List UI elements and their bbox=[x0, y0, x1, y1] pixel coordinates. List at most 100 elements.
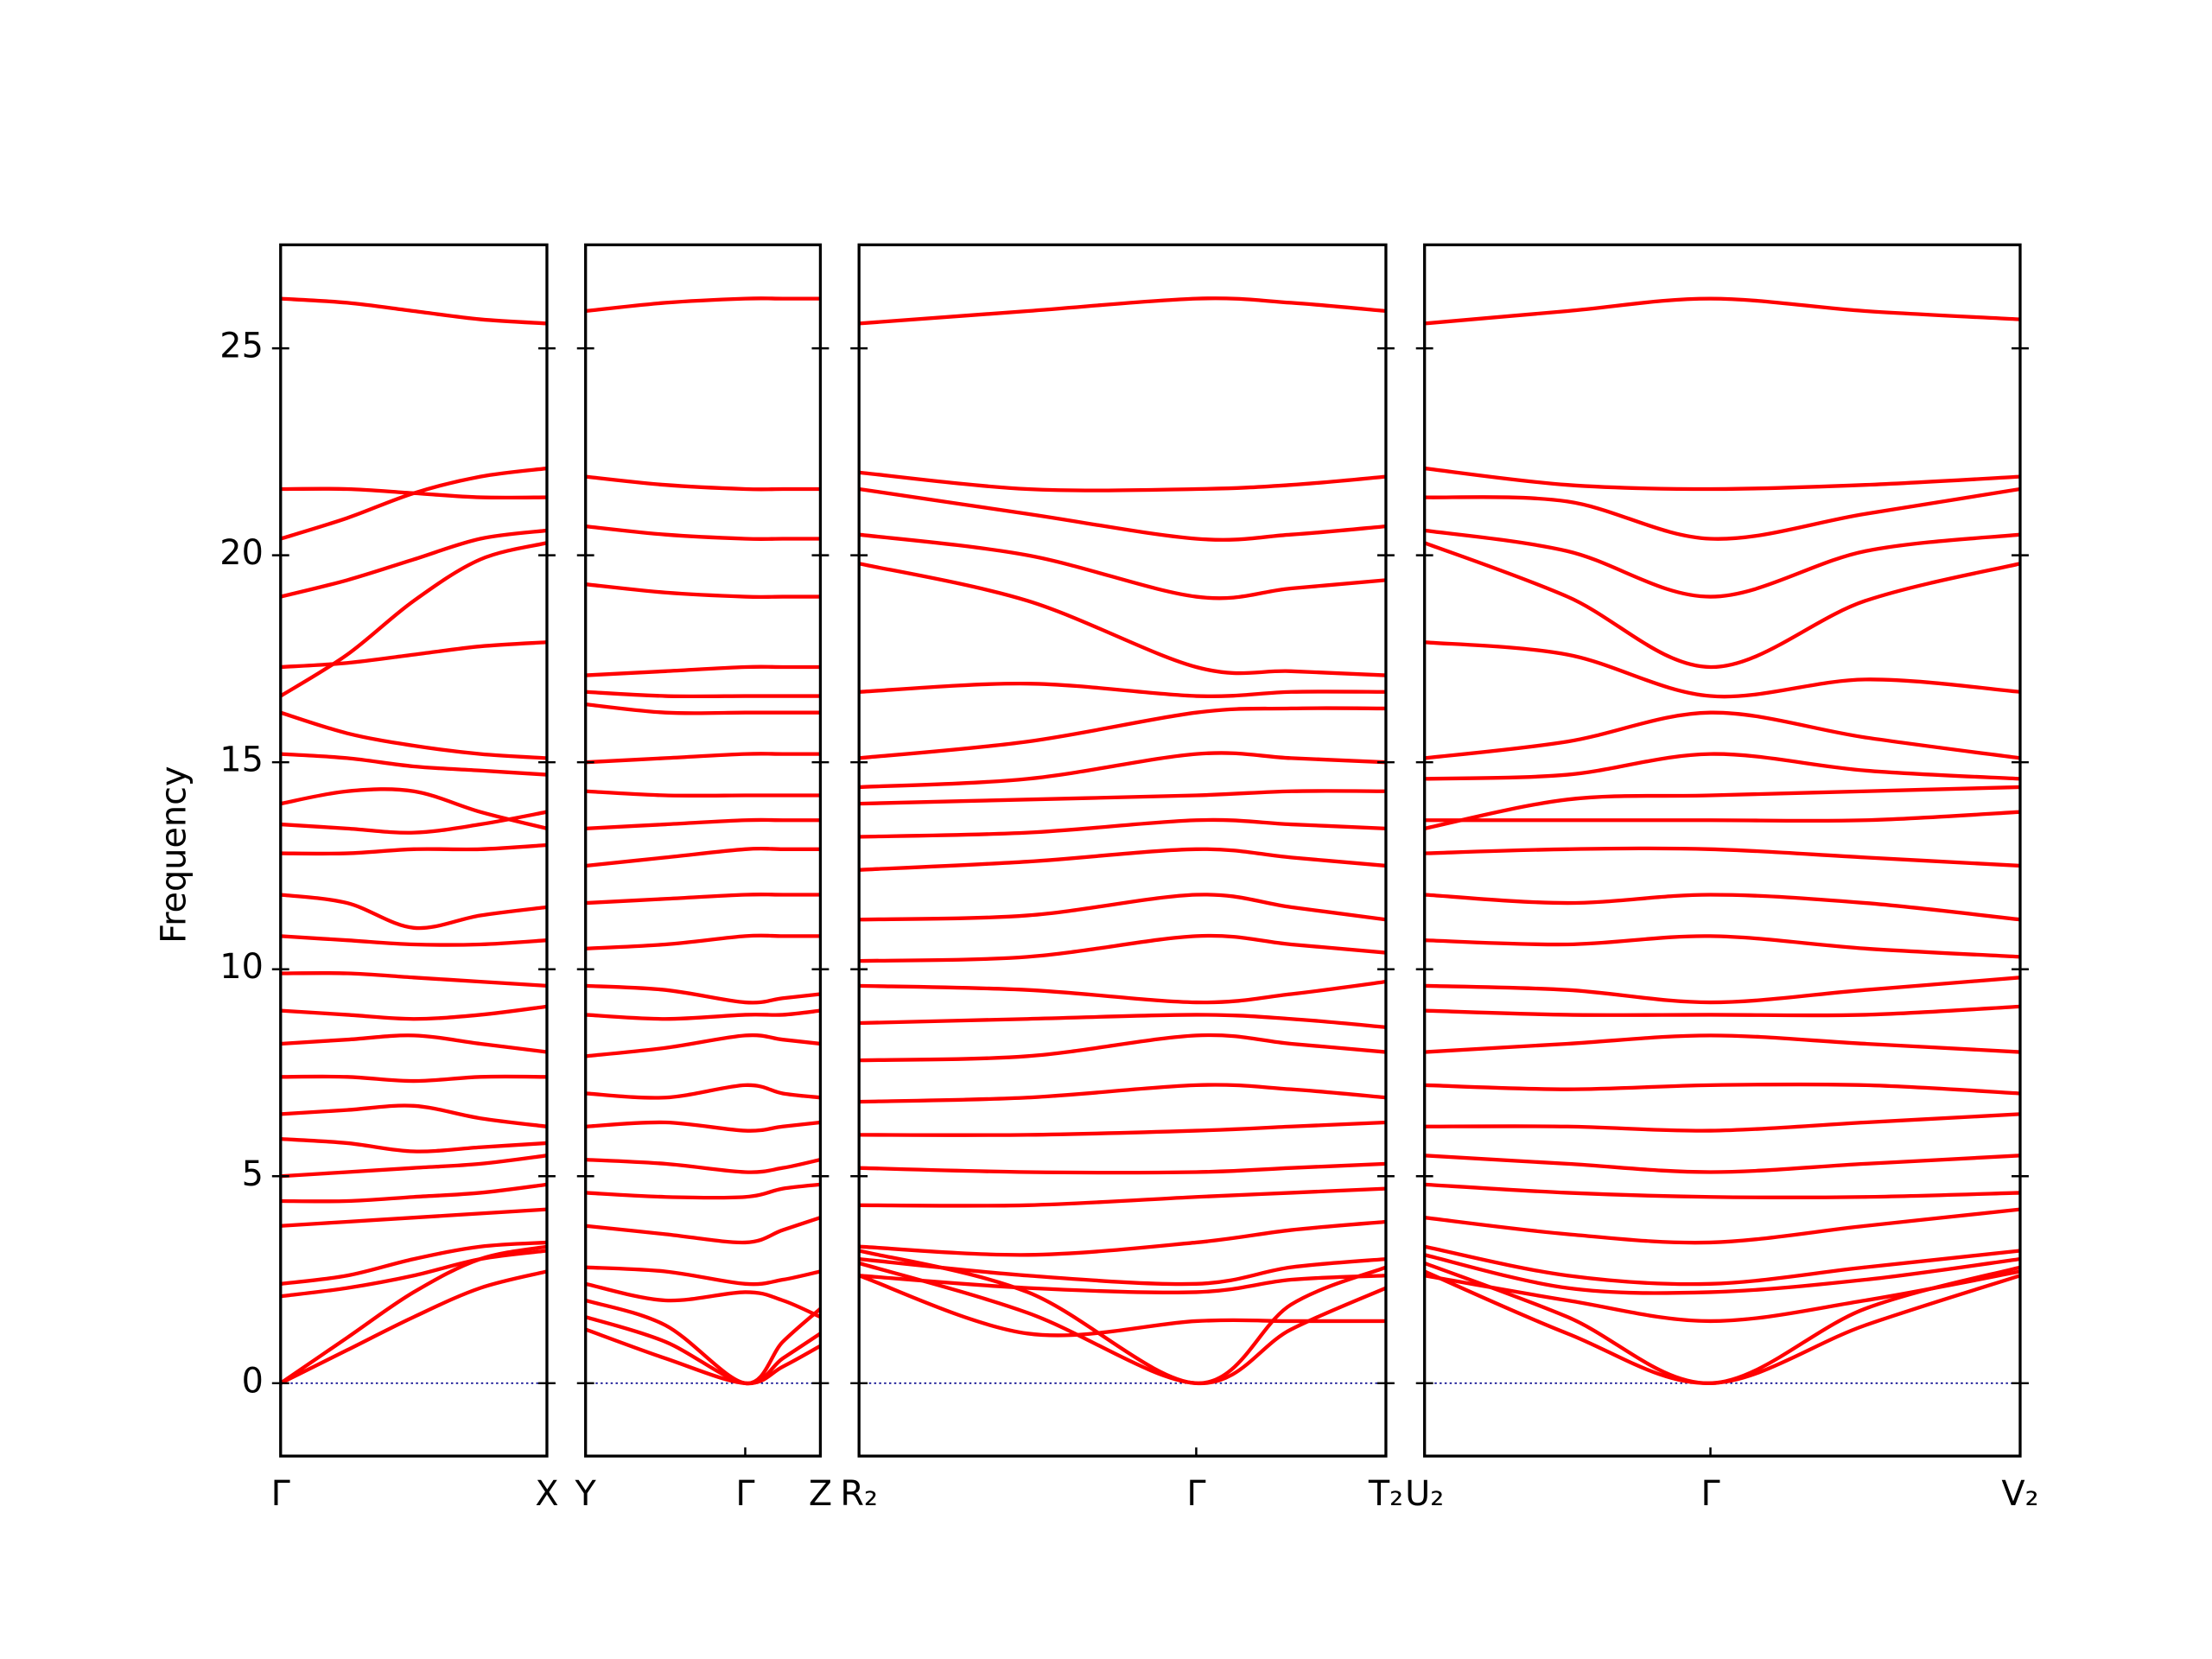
y-axis-label: Frequency bbox=[154, 766, 194, 944]
band-line bbox=[1424, 1269, 2020, 1324]
band-line bbox=[1424, 976, 2020, 1005]
band-line bbox=[859, 1274, 1386, 1294]
x-tick-label: U₂ bbox=[1405, 1474, 1444, 1514]
band-line bbox=[859, 847, 1386, 872]
band-line bbox=[1424, 486, 2020, 541]
x-tick-label: T₂ bbox=[1368, 1474, 1403, 1514]
band-line bbox=[585, 846, 821, 868]
band-line bbox=[1424, 1244, 2020, 1287]
band-line bbox=[859, 296, 1386, 326]
band-line bbox=[585, 933, 821, 950]
band-line bbox=[585, 817, 821, 830]
x-tick-label: V₂ bbox=[2001, 1474, 2038, 1514]
panel-frame bbox=[857, 243, 1388, 1458]
band-line bbox=[280, 1074, 547, 1084]
x-tick-label: Y bbox=[575, 1474, 597, 1514]
band-line bbox=[280, 934, 547, 947]
band-line bbox=[859, 979, 1386, 1005]
band-line bbox=[859, 681, 1386, 698]
band-line bbox=[280, 1269, 547, 1385]
panel bbox=[280, 296, 547, 1385]
band-line bbox=[859, 532, 1386, 601]
band-line bbox=[585, 524, 821, 541]
band-line bbox=[585, 1182, 821, 1200]
band-line bbox=[280, 971, 547, 988]
band-line bbox=[859, 933, 1386, 963]
band-line bbox=[1424, 710, 2020, 760]
band-line bbox=[859, 789, 1386, 806]
x-tick-label: Γ bbox=[271, 1474, 290, 1514]
band-line bbox=[859, 751, 1386, 790]
band-line bbox=[280, 541, 547, 698]
band-line bbox=[1424, 1004, 2020, 1018]
band-line bbox=[280, 1137, 547, 1154]
band-line bbox=[280, 528, 547, 599]
band-line bbox=[280, 466, 547, 541]
band-line bbox=[585, 752, 821, 765]
band-line bbox=[859, 1161, 1386, 1175]
band-line bbox=[859, 562, 1386, 677]
band-line bbox=[280, 1154, 547, 1179]
band-line bbox=[280, 1249, 547, 1299]
band-line bbox=[280, 842, 547, 856]
band-line bbox=[1424, 1154, 2020, 1174]
band-line bbox=[280, 893, 547, 931]
band-line bbox=[1424, 640, 2020, 699]
band-line bbox=[585, 702, 821, 715]
band-line bbox=[585, 1120, 821, 1133]
x-tick-label: Γ bbox=[1186, 1474, 1205, 1514]
band-line bbox=[585, 582, 821, 600]
band-line bbox=[585, 664, 821, 677]
band-line bbox=[280, 1244, 547, 1385]
band-line bbox=[1424, 810, 2020, 823]
band-line bbox=[585, 1033, 821, 1058]
x-tick-label: Γ bbox=[735, 1474, 754, 1514]
band-line bbox=[1424, 1207, 2020, 1245]
band-line bbox=[859, 893, 1386, 922]
band-line bbox=[859, 706, 1386, 760]
y-tick-label: 0 bbox=[242, 1361, 264, 1401]
band-line bbox=[585, 474, 821, 492]
band-line bbox=[585, 983, 821, 1005]
band-line bbox=[1424, 752, 2020, 781]
band-line bbox=[1424, 893, 2020, 922]
band-line bbox=[859, 486, 1386, 542]
band-line bbox=[585, 1281, 821, 1319]
band-line bbox=[280, 1207, 547, 1228]
x-tick-label: Z bbox=[809, 1474, 832, 1514]
band-line bbox=[280, 752, 547, 777]
band-line bbox=[280, 710, 547, 760]
band-line bbox=[859, 817, 1386, 839]
band-line bbox=[1424, 934, 2020, 959]
band-line bbox=[1424, 1112, 2020, 1133]
band-line bbox=[280, 810, 547, 835]
band-line bbox=[859, 1120, 1386, 1137]
band-line bbox=[585, 1157, 821, 1174]
band-line bbox=[280, 1240, 547, 1286]
x-tick-label: Γ bbox=[1700, 1474, 1719, 1514]
band-line bbox=[585, 296, 821, 314]
band-line bbox=[280, 1103, 547, 1128]
band-line bbox=[585, 1265, 821, 1287]
panel-frame bbox=[584, 243, 823, 1458]
band-line bbox=[1424, 785, 2020, 830]
band-line bbox=[585, 1216, 821, 1245]
band-line bbox=[1424, 541, 2020, 670]
band-line bbox=[280, 787, 547, 830]
band-line bbox=[1424, 1253, 2020, 1295]
panel bbox=[1424, 296, 2020, 1385]
band-line bbox=[280, 1033, 547, 1054]
band-line bbox=[1424, 1082, 2020, 1096]
x-tick-label: X bbox=[535, 1474, 558, 1514]
band-line bbox=[280, 1004, 547, 1021]
band-line bbox=[280, 640, 547, 670]
y-tick-label: 20 bbox=[219, 533, 264, 573]
band-line bbox=[859, 1219, 1386, 1257]
band-line bbox=[585, 1083, 821, 1100]
band-line bbox=[585, 1327, 821, 1385]
panel-frame bbox=[279, 243, 549, 1458]
band-line bbox=[859, 470, 1386, 493]
